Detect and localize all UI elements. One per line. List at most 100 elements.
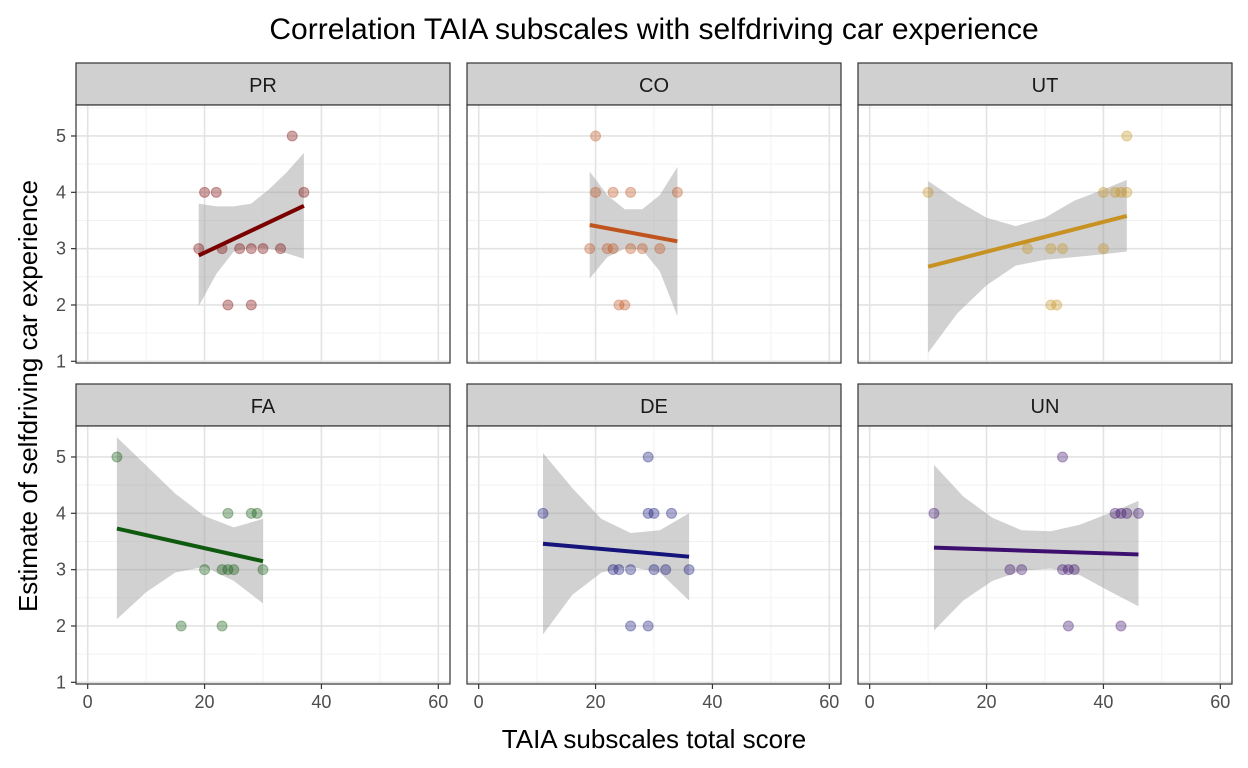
regression-line — [542, 541, 690, 559]
data-point — [537, 507, 549, 519]
data-point — [1051, 299, 1063, 311]
data-point — [216, 564, 228, 576]
strip-label: CO — [639, 75, 669, 97]
data-point — [666, 507, 678, 519]
data-point — [619, 299, 631, 311]
data-point — [928, 507, 940, 519]
data-point — [613, 564, 625, 576]
confidence-band — [589, 167, 678, 317]
panel-border — [857, 425, 1233, 685]
data-point — [199, 564, 211, 576]
data-point — [222, 299, 234, 311]
y-tick-label: 2 — [56, 295, 66, 315]
x-tick-label: 40 — [1093, 692, 1113, 712]
x-tick-label: 20 — [195, 692, 215, 712]
data-point — [1115, 186, 1127, 198]
panel-co: CO — [466, 62, 842, 364]
strip-label: FA — [251, 396, 276, 418]
data-point — [234, 243, 246, 255]
data-point — [257, 243, 269, 255]
regression-line — [933, 545, 1139, 557]
data-point — [1045, 243, 1057, 255]
panel-border — [466, 104, 842, 364]
data-point — [584, 243, 596, 255]
y-tick-label: 1 — [56, 351, 66, 371]
x-tick-label: 40 — [702, 692, 722, 712]
data-point — [1121, 507, 1133, 519]
x-tick-label: 20 — [977, 692, 997, 712]
regression-line — [589, 223, 678, 244]
data-point — [613, 299, 625, 311]
strip-label: UN — [1031, 396, 1060, 418]
data-point — [1016, 564, 1028, 576]
data-point — [228, 564, 240, 576]
confidence-band — [543, 453, 690, 635]
strip-label: UT — [1032, 75, 1059, 97]
strip-header — [857, 383, 1233, 427]
x-tick-label: 40 — [311, 692, 331, 712]
strip-header — [75, 62, 451, 106]
data-point — [1097, 243, 1109, 255]
data-point — [1109, 186, 1121, 198]
panel-border — [466, 425, 842, 685]
data-point — [286, 130, 298, 142]
x-tick-label: 20 — [586, 692, 606, 712]
y-tick-label: 1 — [56, 672, 66, 692]
data-point — [1057, 243, 1069, 255]
x-tick-label: 60 — [819, 692, 839, 712]
data-point — [245, 299, 257, 311]
data-point — [1062, 620, 1074, 632]
data-point — [642, 451, 654, 463]
regression-line — [116, 526, 264, 564]
confidence-band — [934, 464, 1139, 631]
x-tick-label: 0 — [474, 692, 484, 712]
data-point — [642, 507, 654, 519]
data-point — [607, 564, 619, 576]
data-point — [654, 243, 666, 255]
data-point — [625, 186, 637, 198]
data-point — [607, 186, 619, 198]
x-tick-label: 60 — [1210, 692, 1230, 712]
data-point — [671, 186, 683, 198]
data-point — [1057, 564, 1069, 576]
data-point — [625, 620, 637, 632]
data-point — [1121, 130, 1133, 142]
data-point — [660, 564, 672, 576]
strip-header — [466, 62, 842, 106]
data-point — [251, 507, 263, 519]
x-tick-label: 0 — [865, 692, 875, 712]
data-point — [1045, 299, 1057, 311]
panel-border — [75, 425, 451, 685]
strip-header — [857, 62, 1233, 106]
strip-label: PR — [249, 75, 277, 97]
panel-fa: FA 1 2 3 4 5 0 20 40 60 — [56, 383, 451, 712]
panel-border — [75, 104, 451, 364]
data-point — [590, 186, 602, 198]
panel-ut: UT — [857, 62, 1233, 364]
data-point — [1109, 507, 1121, 519]
data-point — [683, 564, 695, 576]
data-point — [1068, 564, 1080, 576]
data-point — [245, 507, 257, 519]
data-point — [1057, 451, 1069, 463]
data-point — [298, 186, 310, 198]
data-point — [642, 620, 654, 632]
confidence-band — [928, 179, 1127, 353]
panel-de: DE 0 20 40 60 — [466, 383, 842, 712]
data-point — [1097, 186, 1109, 198]
data-point — [1115, 620, 1127, 632]
data-point — [210, 186, 222, 198]
data-point — [636, 243, 648, 255]
data-point — [1115, 507, 1127, 519]
chart-title: Correlation TAIA subscales with selfdriv… — [269, 13, 1038, 46]
panel-pr: PR 1 2 3 4 5 — [56, 62, 451, 371]
data-point — [625, 243, 637, 255]
data-point — [648, 564, 660, 576]
data-point — [1004, 564, 1016, 576]
x-axis-label: TAIA subscales total score — [502, 724, 806, 754]
y-tick-label: 4 — [56, 182, 66, 202]
data-point — [625, 564, 637, 576]
data-point — [590, 130, 602, 142]
